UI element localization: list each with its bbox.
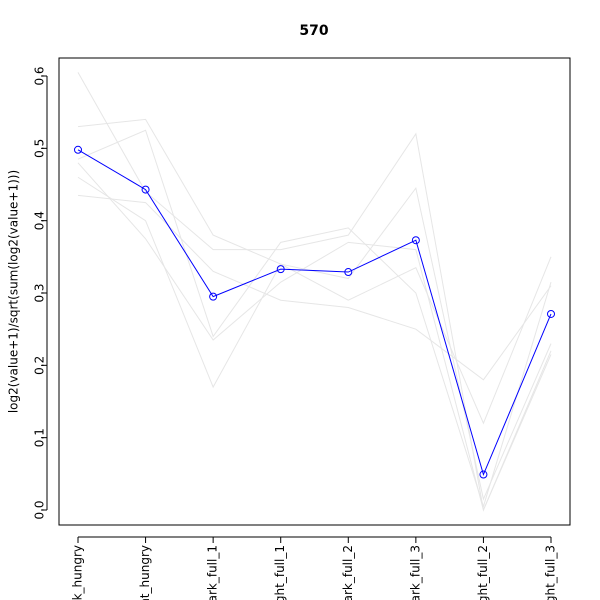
background-series-line-2 <box>77 118 552 501</box>
data-point-light_full_1 <box>276 265 285 274</box>
y-tick-label: 0.1 <box>33 428 47 447</box>
y-tick-label: 0.0 <box>33 500 47 519</box>
y-tick-label: 0.3 <box>33 283 47 302</box>
y-tick-label: 0.4 <box>33 211 47 230</box>
highlight-series-line <box>77 149 552 477</box>
x-tick-label-light_full_3: light_full_3 <box>544 545 558 600</box>
background-series-line-3 <box>77 129 552 509</box>
x-axis: ark_hungry ght_hungry dark_full_1 light_ful… <box>71 536 558 600</box>
data-point-light_hungry <box>141 185 150 194</box>
x-tick-label-light_full_1: light_full_1 <box>273 545 287 600</box>
data-point-dark_full_3 <box>411 236 420 245</box>
data-point-dark_full_2 <box>344 268 353 277</box>
background-series-line-4 <box>77 176 552 425</box>
y-tick-label: 0.6 <box>33 66 47 85</box>
data-point-dark_hungry <box>74 145 82 154</box>
highlight-series-group <box>74 145 555 479</box>
x-tick-label-light_full_2: light_full_2 <box>476 545 490 600</box>
x-tick-label-dark_full_1: dark_full_1 <box>206 545 220 600</box>
y-axis: 0.0 0.1 0.2 0.3 0.4 0.5 0.6 <box>33 66 48 520</box>
chart-title: 570 <box>299 23 328 39</box>
y-axis-label: log2(value+1)/sqrt(sum(log2(value+1))) <box>7 170 21 413</box>
background-series-line-5 <box>77 194 552 381</box>
x-tick-label-light_hungry: ght_hungry <box>138 545 152 600</box>
background-series-line-6 <box>77 162 552 512</box>
plot-border <box>58 57 571 526</box>
y-tick-label: 0.2 <box>33 356 47 375</box>
data-point-dark_full_1 <box>209 292 218 301</box>
x-tick-label-dark_full_3: dark_full_3 <box>408 545 422 600</box>
background-series-group <box>77 72 552 512</box>
x-tick-label-dark_hungry: ark_hungry <box>71 545 85 600</box>
y-tick-label: 0.5 <box>33 139 47 158</box>
x-tick-label-dark_full_2: dark_full_2 <box>341 545 355 600</box>
data-point-light_full_3 <box>547 309 555 318</box>
data-point-light_full_2 <box>479 470 488 479</box>
background-series-line-1 <box>77 72 552 512</box>
